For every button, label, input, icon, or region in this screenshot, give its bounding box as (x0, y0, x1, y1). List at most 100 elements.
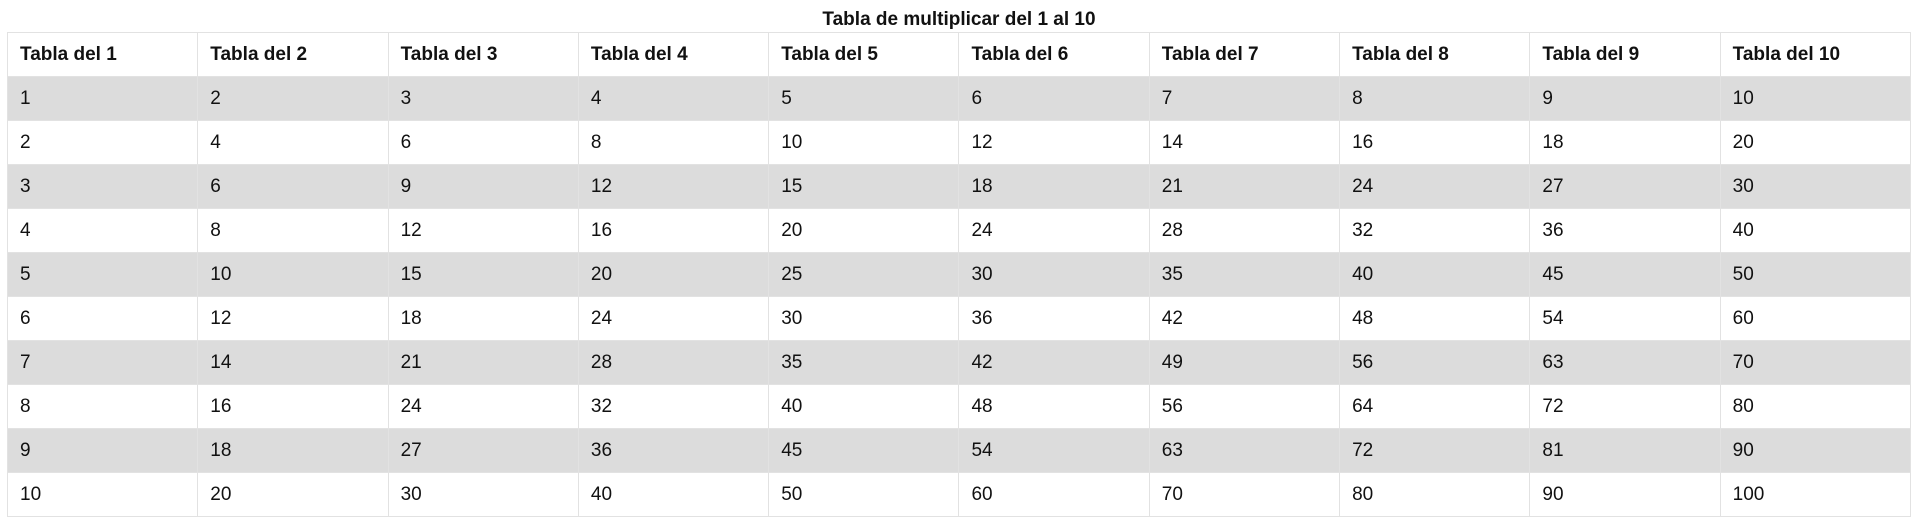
table-cell: 24 (387, 384, 579, 429)
table-cell: 36 (577, 428, 770, 473)
table-cell: 45 (768, 428, 960, 473)
table-cell: 10 (6, 472, 199, 517)
table-cell: 18 (387, 296, 579, 341)
table-row: 7 14 21 28 35 42 49 56 63 70 (6, 340, 1912, 385)
table-row: 5 10 15 20 25 30 35 40 45 50 (6, 252, 1912, 297)
table-cell: 42 (1148, 296, 1341, 341)
table-row: 8 16 24 32 40 48 56 64 72 80 (6, 384, 1912, 429)
table-cell: 15 (387, 252, 579, 297)
table-cell: 12 (197, 296, 389, 341)
table-cell: 25 (768, 252, 960, 297)
table-cell: 10 (1719, 76, 1912, 121)
column-header: Tabla del 9 (1529, 32, 1721, 77)
table-cell: 16 (577, 208, 770, 253)
table-cell: 48 (958, 384, 1150, 429)
table-cell: 10 (197, 252, 389, 297)
table-cell: 80 (1719, 384, 1912, 429)
table-cell: 5 (768, 76, 960, 121)
table-cell: 3 (387, 76, 579, 121)
table-row: 2 4 6 8 10 12 14 16 18 20 (6, 120, 1912, 165)
table-cell: 27 (387, 428, 579, 473)
table-cell: 12 (577, 164, 770, 209)
table-cell: 14 (197, 340, 389, 385)
table-cell: 40 (577, 472, 770, 517)
table-cell: 7 (1148, 76, 1341, 121)
table-cell: 8 (197, 208, 389, 253)
table-cell: 18 (958, 164, 1150, 209)
table-row: 4 8 12 16 20 24 28 32 36 40 (6, 208, 1912, 253)
table-cell: 40 (768, 384, 960, 429)
table-cell: 2 (197, 76, 389, 121)
table-cell: 6 (6, 296, 199, 341)
table-cell: 35 (768, 340, 960, 385)
table-cell: 90 (1719, 428, 1912, 473)
column-header: Tabla del 5 (768, 32, 960, 77)
table-cell: 56 (1148, 384, 1341, 429)
table-cell: 28 (1148, 208, 1341, 253)
table-cell: 50 (1719, 252, 1912, 297)
table-cell: 18 (197, 428, 389, 473)
table-cell: 60 (958, 472, 1150, 517)
table-cell: 30 (958, 252, 1150, 297)
table-cell: 16 (197, 384, 389, 429)
table-cell: 4 (577, 76, 770, 121)
table-cell: 14 (1148, 120, 1341, 165)
column-header: Tabla del 10 (1719, 32, 1912, 77)
table-cell: 45 (1529, 252, 1721, 297)
table-cell: 42 (958, 340, 1150, 385)
table-cell: 35 (1148, 252, 1341, 297)
table-cell: 20 (577, 252, 770, 297)
table-cell: 30 (1719, 164, 1912, 209)
table-row: 3 6 9 12 15 18 21 24 27 30 (6, 164, 1912, 209)
table-cell: 70 (1719, 340, 1912, 385)
table-cell: 54 (1529, 296, 1721, 341)
table-cell: 18 (1529, 120, 1721, 165)
table-cell: 6 (958, 76, 1150, 121)
table-header: Tabla del 1 Tabla del 2 Tabla del 3 Tabla d… (6, 32, 1912, 77)
table-cell: 4 (6, 208, 199, 253)
table-cell: 12 (958, 120, 1150, 165)
column-header: Tabla del 6 (958, 32, 1150, 77)
table-cell: 32 (1339, 208, 1531, 253)
table-cell: 28 (577, 340, 770, 385)
table-cell: 21 (387, 340, 579, 385)
table-cell: 8 (577, 120, 770, 165)
table-cell: 36 (958, 296, 1150, 341)
column-header: Tabla del 4 (577, 32, 770, 77)
table-cell: 60 (1719, 296, 1912, 341)
table-cell: 40 (1339, 252, 1531, 297)
table-cell: 64 (1339, 384, 1531, 429)
table-cell: 30 (768, 296, 960, 341)
table-row: 10 20 30 40 50 60 70 80 90 100 (6, 472, 1912, 517)
table-row: 6 12 18 24 30 36 42 48 54 60 (6, 296, 1912, 341)
table-cell: 6 (387, 120, 579, 165)
table-cell: 3 (6, 164, 199, 209)
table-row: 1 2 3 4 5 6 7 8 9 10 (6, 76, 1912, 121)
table-cell: 32 (577, 384, 770, 429)
column-header: Tabla del 7 (1148, 32, 1341, 77)
multiplication-table: Tabla del 1 Tabla del 2 Tabla del 3 Tabla d… (6, 32, 1912, 517)
table-body: 1 2 3 4 5 6 7 8 9 10 2 4 6 8 10 12 14 16 18 20 3 6 9 12 15 18 21 24… (6, 76, 1912, 517)
table-cell: 49 (1148, 340, 1341, 385)
multiplication-table-container: Tabla de multiplicar del 1 al 10 Tabla d… (6, 8, 1912, 517)
table-cell: 9 (6, 428, 199, 473)
table-cell: 80 (1339, 472, 1531, 517)
table-cell: 63 (1148, 428, 1341, 473)
table-cell: 9 (387, 164, 579, 209)
table-cell: 20 (1719, 120, 1912, 165)
table-caption: Tabla de multiplicar del 1 al 10 (822, 9, 1096, 30)
table-cell: 24 (958, 208, 1150, 253)
column-header: Tabla del 3 (387, 32, 579, 77)
table-cell: 27 (1529, 164, 1721, 209)
table-cell: 12 (387, 208, 579, 253)
table-cell: 9 (1529, 76, 1721, 121)
table-cell: 72 (1339, 428, 1531, 473)
table-cell: 2 (6, 120, 199, 165)
table-cell: 21 (1148, 164, 1341, 209)
table-cell: 48 (1339, 296, 1531, 341)
table-cell: 56 (1339, 340, 1531, 385)
table-cell: 63 (1529, 340, 1721, 385)
table-cell: 20 (768, 208, 960, 253)
table-cell: 90 (1529, 472, 1721, 517)
column-header: Tabla del 1 (6, 32, 199, 77)
